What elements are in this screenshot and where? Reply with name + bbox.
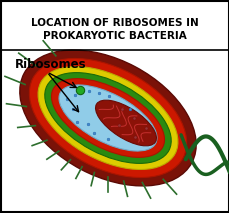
Ellipse shape (20, 50, 195, 186)
Ellipse shape (59, 85, 156, 151)
Ellipse shape (38, 66, 177, 170)
Text: Ribosomes: Ribosomes (15, 59, 86, 72)
Ellipse shape (51, 79, 164, 157)
Ellipse shape (45, 73, 170, 163)
Ellipse shape (95, 100, 156, 146)
Text: PROKARYOTIC BACTERIA: PROKARYOTIC BACTERIA (43, 31, 186, 41)
Text: LOCATION OF RIBOSOMES IN: LOCATION OF RIBOSOMES IN (31, 18, 198, 28)
Ellipse shape (29, 59, 186, 177)
